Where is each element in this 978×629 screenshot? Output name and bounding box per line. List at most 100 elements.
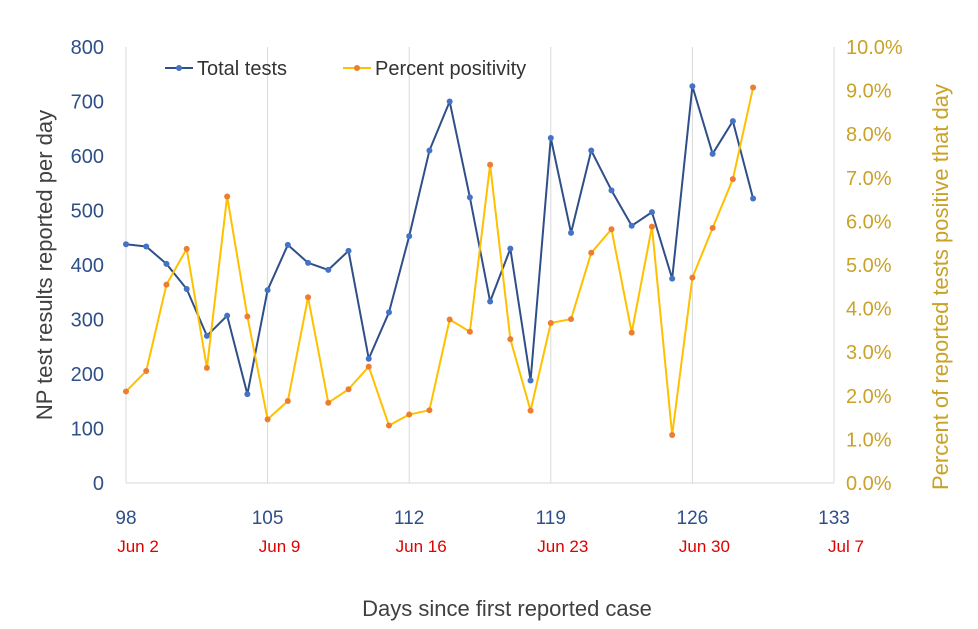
data-point-total-tests bbox=[466, 194, 473, 201]
left-tick-label: 0 bbox=[93, 473, 104, 495]
data-point-percent-positivity bbox=[487, 161, 494, 168]
data-point-percent-positivity bbox=[284, 398, 291, 405]
left-axis-title: NP test results reported per day bbox=[32, 110, 57, 420]
x-axis-ticks: 98 105 112 119 126 133 bbox=[115, 508, 849, 529]
data-point-total-tests bbox=[244, 391, 251, 398]
data-point-percent-positivity bbox=[224, 193, 231, 200]
gridlines bbox=[125, 47, 835, 484]
data-point-percent-positivity bbox=[325, 399, 332, 406]
data-point-percent-positivity bbox=[123, 388, 129, 395]
legend-marker-percent-positivity bbox=[354, 65, 360, 71]
data-point-percent-positivity bbox=[608, 226, 615, 233]
data-point-total-tests bbox=[426, 147, 433, 154]
data-point-total-tests bbox=[527, 377, 534, 384]
right-tick-label: 9.0% bbox=[846, 81, 892, 103]
data-point-percent-positivity bbox=[446, 316, 453, 323]
right-tick-label: 4.0% bbox=[846, 299, 892, 321]
x-tick-label: 119 bbox=[536, 508, 566, 529]
right-axis-ticks: 0.0% 1.0% 2.0% 3.0% 4.0% 5.0% 6.0% 7.0% 8.0% 9.0%… bbox=[846, 37, 903, 495]
data-point-percent-positivity bbox=[183, 245, 190, 252]
data-point-percent-positivity bbox=[244, 313, 251, 320]
x-tick-label: 98 bbox=[115, 508, 136, 529]
data-point-total-tests bbox=[305, 259, 312, 266]
data-point-total-tests bbox=[123, 241, 129, 248]
data-point-total-tests bbox=[163, 260, 170, 267]
data-point-total-tests bbox=[507, 245, 514, 252]
data-point-percent-positivity bbox=[426, 407, 433, 414]
left-axis-ticks: 0 100 200 300 400 500 600 700 800 bbox=[71, 37, 104, 495]
left-tick-label: 400 bbox=[71, 255, 104, 277]
data-point-percent-positivity bbox=[345, 386, 352, 393]
data-point-percent-positivity bbox=[709, 224, 716, 231]
series-line-total-tests bbox=[125, 85, 755, 396]
date-label: Jun 30 bbox=[679, 537, 730, 556]
right-tick-label: 2.0% bbox=[846, 386, 892, 408]
date-label: Jun 9 bbox=[259, 537, 301, 556]
data-point-total-tests bbox=[365, 355, 372, 362]
data-point-total-tests bbox=[143, 243, 150, 250]
data-point-percent-positivity bbox=[385, 422, 392, 429]
date-label: Jun 16 bbox=[396, 537, 447, 556]
left-tick-label: 100 bbox=[71, 419, 104, 441]
x-tick-label: 105 bbox=[252, 508, 284, 529]
data-point-total-tests bbox=[385, 309, 392, 316]
data-point-total-tests bbox=[608, 187, 615, 194]
data-point-percent-positivity bbox=[406, 411, 413, 418]
data-point-percent-positivity bbox=[547, 319, 554, 326]
left-tick-label: 600 bbox=[71, 146, 104, 168]
data-point-percent-positivity bbox=[750, 84, 757, 91]
data-point-total-tests bbox=[568, 229, 575, 236]
data-point-percent-positivity bbox=[689, 274, 696, 281]
data-point-total-tests bbox=[487, 298, 494, 305]
left-tick-label: 800 bbox=[71, 37, 104, 59]
data-point-percent-positivity bbox=[669, 432, 676, 439]
date-label: Jun 23 bbox=[537, 537, 588, 556]
right-tick-label: 3.0% bbox=[846, 342, 892, 364]
data-point-total-tests bbox=[709, 150, 716, 157]
data-point-percent-positivity bbox=[527, 407, 534, 414]
left-tick-label: 300 bbox=[71, 310, 104, 332]
data-point-total-tests bbox=[689, 83, 696, 90]
right-tick-label: 10.0% bbox=[846, 37, 903, 59]
legend-marker-total-tests bbox=[176, 65, 182, 71]
left-tick-label: 200 bbox=[71, 364, 104, 386]
legend-label-total-tests: Total tests bbox=[197, 58, 287, 80]
right-tick-label: 1.0% bbox=[846, 429, 892, 451]
data-point-percent-positivity bbox=[365, 363, 372, 370]
data-point-total-tests bbox=[203, 332, 210, 339]
date-labels: Jun 2 Jun 9 Jun 16 Jun 23 Jun 30 Jul 7 bbox=[117, 537, 864, 556]
data-point-total-tests bbox=[264, 287, 271, 294]
right-axis-title: Percent of reported tests positive that … bbox=[928, 84, 953, 490]
legend: Total tests Percent positivity bbox=[165, 58, 526, 80]
data-point-total-tests bbox=[669, 275, 676, 282]
date-label: Jun 2 bbox=[117, 537, 159, 556]
right-tick-label: 0.0% bbox=[846, 473, 892, 495]
series-layer bbox=[123, 83, 757, 439]
data-point-percent-positivity bbox=[143, 367, 150, 374]
left-tick-label: 500 bbox=[71, 201, 104, 223]
x-tick-label: 133 bbox=[818, 508, 850, 529]
data-point-percent-positivity bbox=[163, 281, 170, 288]
data-point-total-tests bbox=[345, 247, 352, 254]
data-point-percent-positivity bbox=[264, 416, 271, 423]
left-tick-label: 700 bbox=[71, 92, 104, 114]
data-point-percent-positivity bbox=[648, 223, 655, 230]
data-point-percent-positivity bbox=[729, 176, 736, 183]
x-tick-label: 126 bbox=[677, 508, 709, 529]
data-point-total-tests bbox=[628, 222, 635, 229]
data-point-percent-positivity bbox=[568, 316, 575, 323]
data-point-total-tests bbox=[284, 241, 291, 248]
data-point-total-tests bbox=[446, 98, 453, 105]
data-point-total-tests bbox=[224, 312, 231, 319]
series-line-percent-positivity bbox=[125, 87, 755, 437]
data-point-percent-positivity bbox=[628, 329, 635, 336]
x-axis-title: Days since first reported case bbox=[362, 596, 652, 621]
data-point-total-tests bbox=[325, 266, 332, 273]
data-point-total-tests bbox=[547, 135, 554, 142]
right-tick-label: 8.0% bbox=[846, 124, 892, 146]
legend-label-percent-positivity: Percent positivity bbox=[375, 58, 526, 80]
data-point-total-tests bbox=[588, 147, 595, 154]
right-tick-label: 7.0% bbox=[846, 168, 892, 190]
data-point-percent-positivity bbox=[507, 336, 514, 343]
